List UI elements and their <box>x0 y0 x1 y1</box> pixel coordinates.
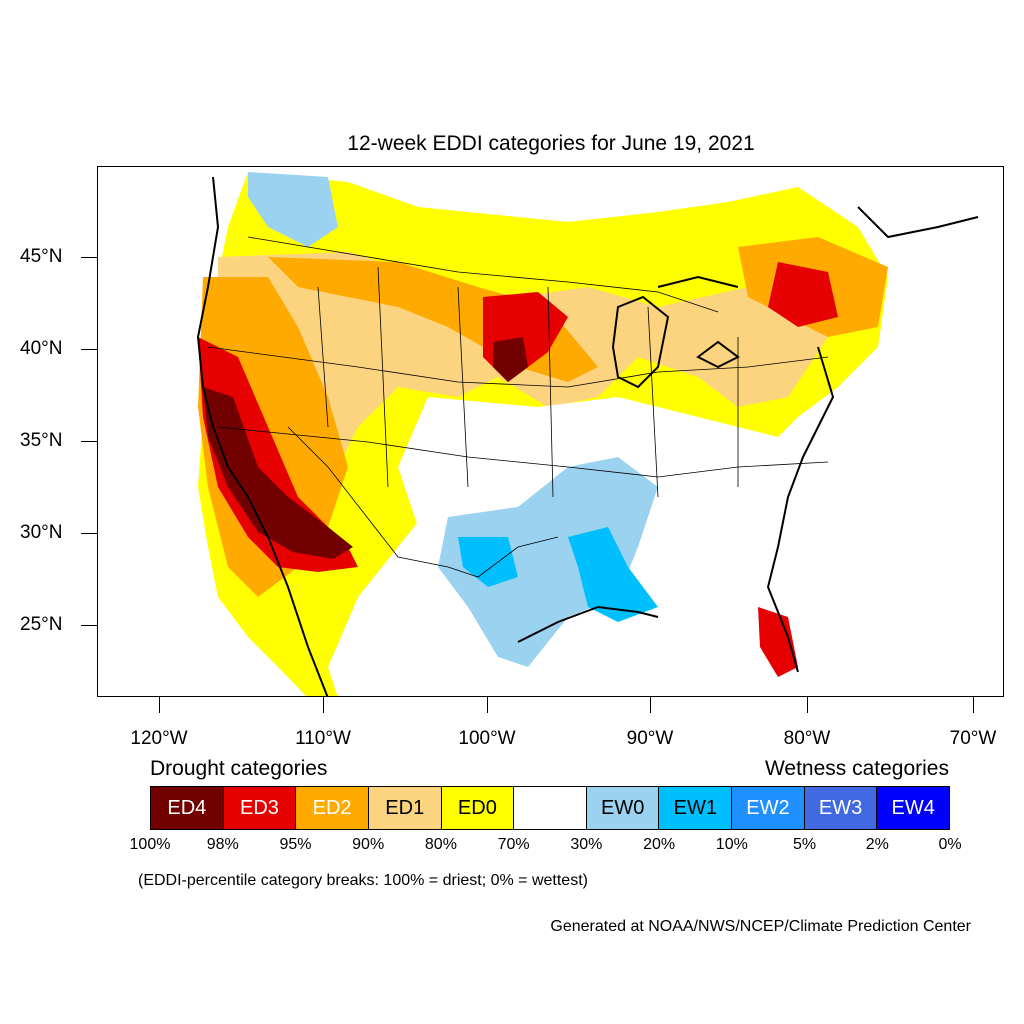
legend-break-label: 10% <box>715 836 748 853</box>
lon-label-110: 110°W <box>295 728 351 749</box>
legend-break-label: 2% <box>865 836 889 853</box>
ed3-region-west <box>198 337 358 572</box>
lon-tick-80 <box>807 697 808 713</box>
lon-tick-90 <box>650 697 651 713</box>
ed4-region-dakotas <box>493 337 528 382</box>
legend-break-label: 95% <box>279 836 312 853</box>
ew1-region <box>458 527 658 622</box>
legend-break-label: 30% <box>570 836 603 853</box>
legend-break-label: 70% <box>497 836 530 853</box>
legend-cell-ed4: ED4 <box>151 787 224 829</box>
legend-bar: ED4 ED3 ED2 ED1 ED0 EW0 EW1 EW2 EW3 EW4 <box>150 786 950 830</box>
ed3-region-florida <box>758 607 798 677</box>
lat-tick-30 <box>81 533 97 534</box>
legend-break-label: 0% <box>938 836 962 853</box>
drought-heading: Drought categories <box>150 757 328 780</box>
lon-tick-110 <box>323 697 324 713</box>
legend-cell-ew1: EW1 <box>659 787 733 829</box>
legend-cell-ed1: ED1 <box>368 787 442 829</box>
legend-break-label: 98% <box>206 836 239 853</box>
legend-break-label: 90% <box>352 836 385 853</box>
coastlines <box>196 176 979 696</box>
legend-cell-neutral <box>514 787 587 829</box>
breaks-note: (EDDI-percentile category breaks: 100% =… <box>138 872 588 889</box>
lat-tick-25 <box>81 625 97 626</box>
ed3-region-canada <box>768 262 838 327</box>
legend-cell-ew4: EW4 <box>877 787 950 829</box>
legend-break-label: 100% <box>129 836 171 853</box>
lat-tick-45 <box>81 257 97 258</box>
legend-cell-ed3: ED3 <box>223 787 297 829</box>
lat-tick-40 <box>81 349 97 350</box>
lat-label-35: 35°N <box>20 430 63 451</box>
lon-tick-120 <box>159 697 160 713</box>
lon-label-120: 120°W <box>130 728 188 749</box>
legend-cell-ew3: EW3 <box>804 787 878 829</box>
lat-tick-35 <box>81 441 97 442</box>
ew0-region <box>438 457 658 667</box>
lon-label-90: 90°W <box>626 728 674 749</box>
eddi-map <box>97 166 1004 697</box>
credit-line: Generated at NOAA/NWS/NCEP/Climate Predi… <box>550 918 971 935</box>
lat-label-45: 45°N <box>20 246 63 267</box>
boundaries <box>207 236 829 578</box>
lat-label-40: 40°N <box>20 338 63 359</box>
lat-label-25: 25°N <box>20 614 63 635</box>
lon-tick-70 <box>973 697 974 713</box>
map-title: 12-week EDDI categories for June 19, 202… <box>347 132 755 155</box>
lon-label-80: 80°W <box>783 728 831 749</box>
ew0-region-northwest <box>248 172 338 247</box>
legend-break-label: 5% <box>792 836 817 853</box>
lon-label-70: 70°W <box>949 728 997 749</box>
legend-break-label: 20% <box>643 836 676 853</box>
lat-label-30: 30°N <box>20 522 63 543</box>
lon-tick-100 <box>487 697 488 713</box>
lon-label-100: 100°W <box>458 728 516 749</box>
wetness-heading: Wetness categories <box>764 757 949 780</box>
map-canvas <box>196 172 979 696</box>
legend-cell-ed2: ED2 <box>296 787 369 829</box>
ed4-region-southwest <box>203 387 353 559</box>
legend-cell-ed0: ED0 <box>441 787 515 829</box>
legend-break-label: 80% <box>424 836 457 853</box>
legend-cell-ew2: EW2 <box>732 787 805 829</box>
legend-cell-ew0: EW0 <box>586 787 660 829</box>
